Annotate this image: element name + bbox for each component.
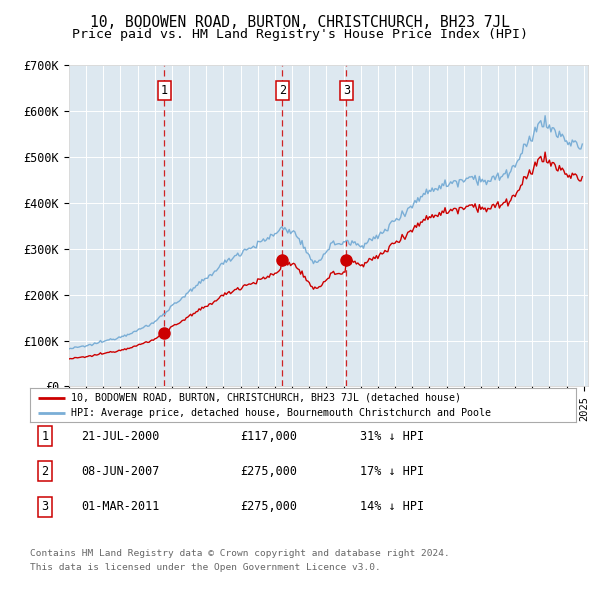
Text: HPI: Average price, detached house, Bournemouth Christchurch and Poole: HPI: Average price, detached house, Bour… [71,408,491,418]
Text: Price paid vs. HM Land Registry's House Price Index (HPI): Price paid vs. HM Land Registry's House … [72,28,528,41]
Text: 10, BODOWEN ROAD, BURTON, CHRISTCHURCH, BH23 7JL (detached house): 10, BODOWEN ROAD, BURTON, CHRISTCHURCH, … [71,392,461,402]
Text: 01-MAR-2011: 01-MAR-2011 [81,500,160,513]
Text: Contains HM Land Registry data © Crown copyright and database right 2024.: Contains HM Land Registry data © Crown c… [30,549,450,558]
Text: 3: 3 [41,500,49,513]
Text: This data is licensed under the Open Government Licence v3.0.: This data is licensed under the Open Gov… [30,563,381,572]
Text: 31% ↓ HPI: 31% ↓ HPI [360,430,424,442]
Text: 2: 2 [279,84,286,97]
Text: 17% ↓ HPI: 17% ↓ HPI [360,465,424,478]
Text: 3: 3 [343,84,350,97]
Text: 10, BODOWEN ROAD, BURTON, CHRISTCHURCH, BH23 7JL: 10, BODOWEN ROAD, BURTON, CHRISTCHURCH, … [90,15,510,30]
Text: 08-JUN-2007: 08-JUN-2007 [81,465,160,478]
Text: £275,000: £275,000 [240,465,297,478]
Text: £275,000: £275,000 [240,500,297,513]
Text: 21-JUL-2000: 21-JUL-2000 [81,430,160,442]
Text: 1: 1 [41,430,49,442]
Text: 2: 2 [41,465,49,478]
Text: £117,000: £117,000 [240,430,297,442]
Text: 1: 1 [161,84,168,97]
Text: 14% ↓ HPI: 14% ↓ HPI [360,500,424,513]
